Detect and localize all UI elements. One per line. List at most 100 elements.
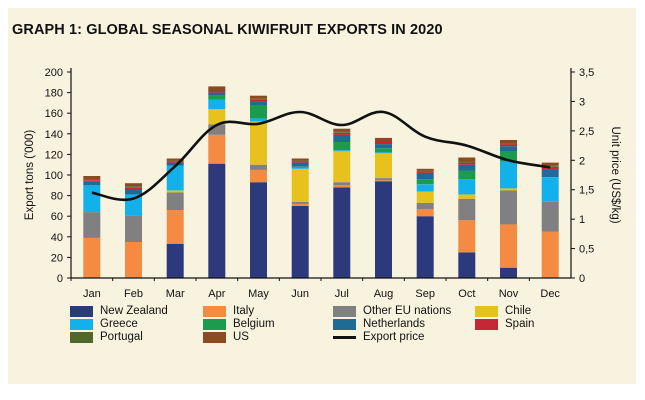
bar-belgium-sep (416, 179, 434, 185)
bar-belgium-jun (291, 166, 309, 168)
bar-new-zealand-nov (500, 267, 517, 278)
bar-netherlands-dec (541, 169, 559, 177)
bar-us-jun (291, 158, 309, 161)
legend-label: New Zealand (100, 305, 168, 317)
bar-portugal-aug (375, 141, 392, 142)
bar-spain-jul (333, 132, 351, 135)
legend-label: US (233, 331, 249, 343)
bar-netherlands-oct (458, 164, 476, 171)
bar-italy-sep (416, 209, 434, 217)
bar-italy-mar (166, 210, 184, 244)
legend-label: Export price (363, 331, 425, 343)
bar-netherlands-feb (125, 189, 142, 195)
legend-label: Italy (233, 305, 255, 317)
x-tick-label: Feb (124, 288, 143, 300)
bar-greece-sep (416, 184, 434, 192)
x-tick-label: Oct (458, 288, 475, 300)
y-axis-label: Export tons ('000) (24, 130, 36, 221)
bar-netherlands-apr (208, 92, 226, 96)
bar-chile-mar (166, 190, 184, 193)
bar-greece-dec (541, 177, 559, 202)
bar-new-zealand-apr (208, 163, 226, 278)
y-tick-label: 100 (45, 170, 63, 182)
bar-spain-jan (83, 180, 101, 182)
bar-italy-feb (125, 241, 142, 278)
bar-greece-mar (166, 165, 184, 191)
bar-greece-nov (500, 161, 517, 189)
bar-greece-oct (458, 179, 476, 195)
bar-new-zealand-oct (458, 252, 476, 279)
bar-netherlands-jul (333, 134, 351, 142)
bar-new-zealand-jul (333, 187, 351, 278)
legend-swatch (475, 319, 498, 330)
bar-other-eu-nations-jun (291, 201, 309, 204)
bar-other-eu-nations-nov (500, 190, 517, 225)
bar-us-may (250, 95, 267, 99)
bar-chile-jun (291, 168, 309, 202)
y-tick-label: 40 (51, 232, 63, 244)
y-tick-label: 140 (45, 129, 63, 141)
bar-us-oct (458, 157, 476, 162)
bar-other-eu-nations-sep (416, 202, 434, 209)
legend-label: Chile (505, 305, 532, 317)
bar-portugal-apr (208, 89, 226, 91)
bar-portugal-mar (166, 160, 184, 162)
bar-other-eu-nations-feb (125, 215, 142, 242)
bar-netherlands-nov (500, 146, 517, 152)
bar-new-zealand-aug (375, 181, 392, 278)
bar-belgium-nov (500, 151, 517, 162)
bar-other-eu-nations-apr (208, 124, 226, 135)
legend-swatch (333, 319, 356, 330)
x-tick-label: Dec (540, 288, 560, 300)
bar-other-eu-nations-mar (166, 192, 184, 210)
bar-new-zealand-jun (291, 205, 309, 278)
bar-us-jul (333, 128, 351, 132)
y2-tick-label: 1,5 (579, 185, 594, 197)
bar-italy-aug (375, 180, 392, 182)
bar-other-eu-nations-may (250, 164, 267, 170)
bar-italy-jun (291, 203, 309, 206)
bar-other-eu-nations-dec (541, 201, 559, 232)
bar-other-eu-nations-jul (333, 182, 351, 186)
y-tick-label: 0 (57, 273, 63, 285)
bar-italy-dec (541, 231, 559, 278)
x-tick-label: Nov (499, 288, 519, 300)
bar-spain-may (250, 99, 267, 102)
bar-us-sep (416, 168, 434, 171)
bar-new-zealand-may (250, 182, 267, 278)
bar-netherlands-jan (83, 181, 101, 186)
legend-swatch (70, 332, 93, 343)
bar-chile-sep (416, 191, 434, 203)
bar-us-aug (375, 137, 392, 141)
bar-portugal-feb (125, 186, 142, 188)
bar-spain-mar (166, 161, 184, 163)
x-tick-label: Sep (415, 288, 435, 300)
bar-belgium-aug (375, 148, 392, 153)
bar-us-apr (208, 86, 226, 90)
bar-belgium-may (250, 105, 267, 119)
x-tick-label: Jan (83, 288, 101, 300)
bar-new-zealand-mar (166, 244, 184, 278)
bar-chile-nov (500, 188, 517, 191)
chart-panel (8, 8, 636, 384)
legend-swatch (203, 306, 226, 317)
legend-label: Portugal (100, 331, 143, 343)
bar-spain-jun (291, 161, 309, 163)
bar-us-nov (500, 140, 517, 144)
bar-spain-apr (208, 90, 226, 93)
bar-chile-oct (458, 194, 476, 199)
bar-us-dec (541, 162, 559, 166)
legend-swatch (333, 336, 356, 339)
bar-chile-jul (333, 151, 351, 183)
legend-label: Netherlands (363, 318, 426, 330)
y2-tick-label: 1 (579, 214, 585, 226)
bar-greece-aug (375, 152, 392, 154)
legend-label: Greece (100, 318, 138, 330)
bar-belgium-jul (333, 142, 351, 151)
bar-belgium-apr (208, 95, 226, 100)
bar-netherlands-aug (375, 144, 392, 149)
bar-netherlands-mar (166, 162, 184, 166)
bar-us-jan (83, 176, 101, 180)
bar-italy-may (250, 169, 267, 183)
chart-title: GRAPH 1: GLOBAL SEASONAL KIWIFRUIT EXPOR… (12, 22, 443, 38)
